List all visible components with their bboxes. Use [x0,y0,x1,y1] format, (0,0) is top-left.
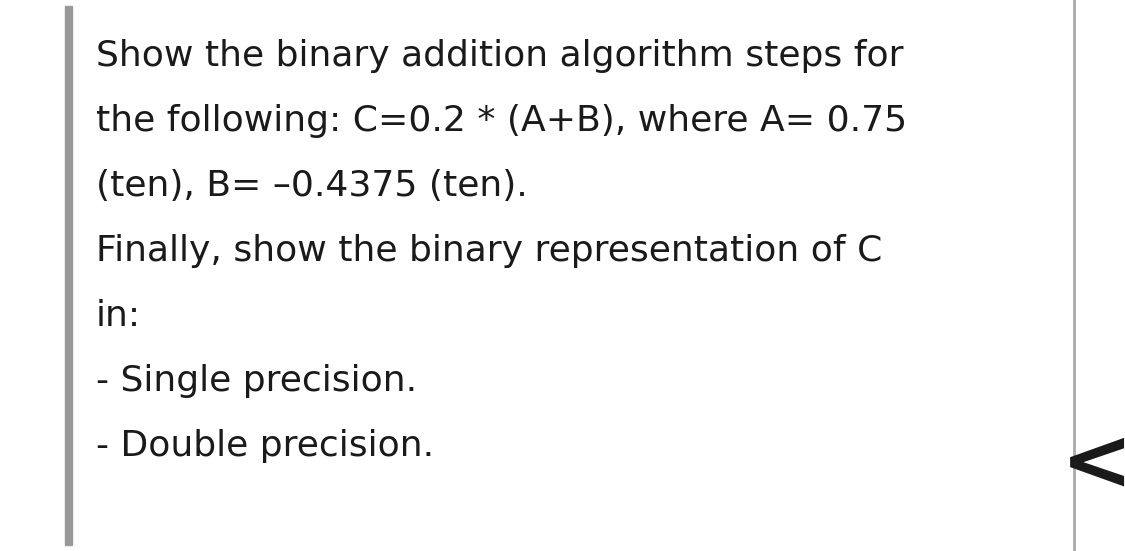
Text: (ten), B= –0.4375 (ten).: (ten), B= –0.4375 (ten). [96,169,528,203]
Text: Show the binary addition algorithm steps for: Show the binary addition algorithm steps… [96,39,903,73]
Bar [65,6,72,545]
Text: the following: C=0.2 * (A+B), where A= 0.75: the following: C=0.2 * (A+B), where A= 0… [96,104,907,138]
Text: Finally, show the binary representation of C: Finally, show the binary representation … [96,234,882,268]
Text: - Double precision.: - Double precision. [96,429,434,463]
Text: in:: in: [96,299,141,333]
Text: <: < [1061,424,1125,507]
Text: - Single precision.: - Single precision. [96,364,416,398]
